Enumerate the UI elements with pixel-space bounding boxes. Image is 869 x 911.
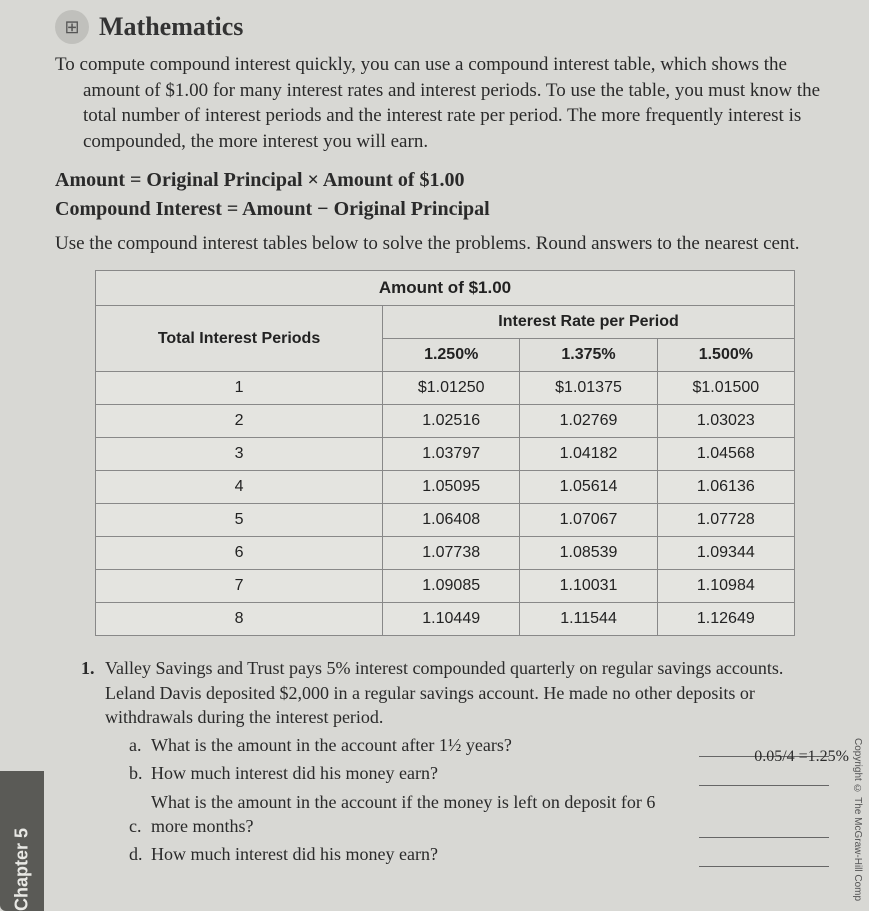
period-cell: 2: [96, 405, 383, 438]
part-c: c. What is the amount in the account if …: [129, 790, 829, 839]
page: ⊞ Mathematics To compute compound intere…: [0, 0, 869, 887]
value-cell: 1.09344: [657, 537, 794, 570]
part-text: How much interest did his money earn?: [151, 842, 699, 866]
value-cell: 1.07738: [383, 537, 520, 570]
value-cell: 1.04568: [657, 438, 794, 471]
period-cell: 3: [96, 438, 383, 471]
part-letter: a.: [129, 733, 151, 757]
part-letter: b.: [129, 761, 151, 785]
value-cell: 1.05095: [383, 471, 520, 504]
header: ⊞ Mathematics: [55, 10, 829, 44]
icon-glyph: ⊞: [64, 17, 79, 38]
part-b: b. How much interest did his money earn?: [129, 761, 829, 785]
value-cell: 1.03797: [383, 438, 520, 471]
table-row: 61.077381.085391.09344: [96, 537, 795, 570]
table-row-header: Total Interest Periods: [96, 306, 383, 372]
value-cell: 1.04182: [520, 438, 657, 471]
value-cell: 1.02516: [383, 405, 520, 438]
instructions: Use the compound interest tables below t…: [55, 231, 829, 257]
period-cell: 5: [96, 504, 383, 537]
period-cell: 8: [96, 603, 383, 636]
value-cell: 1.10031: [520, 570, 657, 603]
chapter-tab: Chapter 5: [0, 771, 44, 911]
table-row: 31.037971.041821.04568: [96, 438, 795, 471]
formula1-left: Amount: [55, 169, 125, 191]
formula-compound-interest: Compound Interest = Amount − Original Pr…: [55, 198, 829, 221]
value-cell: 1.10449: [383, 603, 520, 636]
part-text: How much interest did his money earn?: [151, 761, 699, 785]
answer-blank-c[interactable]: [699, 818, 829, 838]
value-cell: 1.06136: [657, 471, 794, 504]
answer-blank-d[interactable]: [699, 847, 829, 867]
value-cell: 1.08539: [520, 537, 657, 570]
intro-paragraph: To compute compound interest quickly, yo…: [55, 52, 829, 155]
table-sub-header: Interest Rate per Period: [383, 306, 795, 339]
period-cell: 7: [96, 570, 383, 603]
value-cell: $1.01250: [383, 372, 520, 405]
value-cell: 1.11544: [520, 603, 657, 636]
table-row: 1$1.01250$1.01375$1.01500: [96, 372, 795, 405]
formula2-left: Compound Interest: [55, 198, 222, 220]
value-cell: 1.10984: [657, 570, 794, 603]
table-row: 41.050951.056141.06136: [96, 471, 795, 504]
answer-blank-b[interactable]: [699, 766, 829, 786]
part-d: d. How much interest did his money earn?: [129, 842, 829, 866]
value-cell: 1.09085: [383, 570, 520, 603]
problem-1: 1. Valley Savings and Trust pays 5% inte…: [105, 656, 829, 866]
compound-interest-table: Amount of $1.00 Total Interest Periods I…: [95, 270, 795, 636]
formula-amount: Amount = Original Principal × Amount of …: [55, 169, 829, 192]
table-row: 51.064081.070671.07728: [96, 504, 795, 537]
page-title: Mathematics: [99, 12, 243, 42]
rate-col-2: 1.500%: [657, 339, 794, 372]
table-row: 71.090851.100311.10984: [96, 570, 795, 603]
value-cell: $1.01375: [520, 372, 657, 405]
problem-number: 1.: [81, 656, 95, 680]
part-text: What is the amount in the account after …: [151, 733, 699, 757]
table-super-header: Amount of $1.00: [96, 271, 795, 306]
period-cell: 1: [96, 372, 383, 405]
part-text: What is the amount in the account if the…: [151, 790, 699, 839]
part-letter: d.: [129, 842, 151, 866]
value-cell: 1.06408: [383, 504, 520, 537]
period-cell: 4: [96, 471, 383, 504]
formula2-right: Amount − Original Principal: [242, 198, 490, 220]
problem-text: Valley Savings and Trust pays 5% interes…: [105, 658, 783, 727]
copyright-text: Copyright © The McGraw-Hill Comp: [852, 738, 863, 901]
math-icon: ⊞: [55, 10, 89, 44]
value-cell: 1.07067: [520, 504, 657, 537]
table-row: 21.025161.027691.03023: [96, 405, 795, 438]
value-cell: 1.12649: [657, 603, 794, 636]
formula1-right: Original Principal × Amount of $1.00: [146, 169, 464, 191]
value-cell: 1.07728: [657, 504, 794, 537]
value-cell: 1.03023: [657, 405, 794, 438]
period-cell: 6: [96, 537, 383, 570]
rate-col-0: 1.250%: [383, 339, 520, 372]
calc-note: 0.05/4 =1.25%: [754, 746, 849, 768]
table-row: 81.104491.115441.12649: [96, 603, 795, 636]
value-cell: 1.05614: [520, 471, 657, 504]
part-letter: c.: [129, 814, 151, 838]
rate-col-1: 1.375%: [520, 339, 657, 372]
value-cell: 1.02769: [520, 405, 657, 438]
value-cell: $1.01500: [657, 372, 794, 405]
part-a: a. What is the amount in the account aft…: [129, 733, 829, 757]
